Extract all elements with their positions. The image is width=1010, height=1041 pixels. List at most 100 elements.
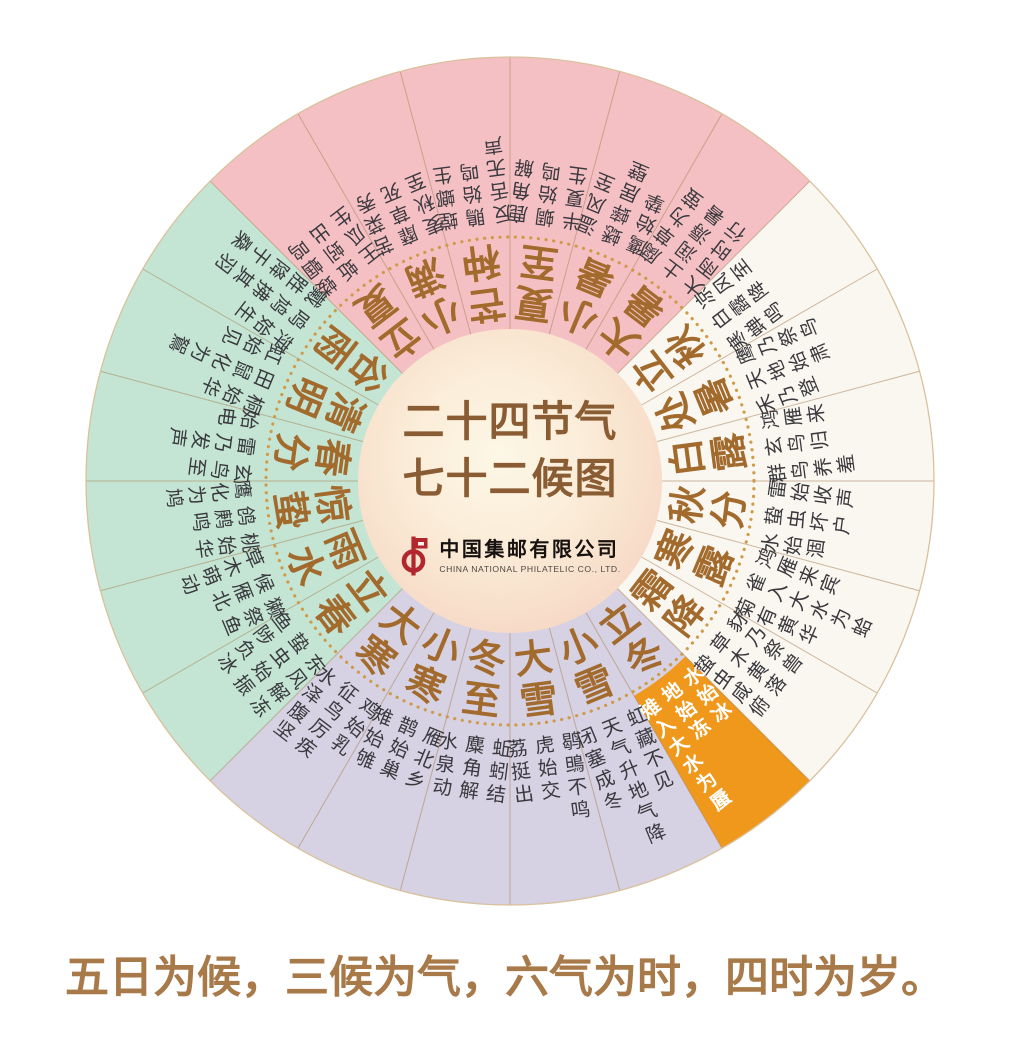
term-char-芒种: 种	[459, 238, 502, 285]
pentad-char: 蛰	[763, 505, 787, 527]
term-char-春分: 春	[308, 436, 355, 479]
pentad-char: 蚯	[491, 737, 513, 761]
pentad-char: 鸣	[570, 798, 592, 822]
pentad-char: 羞	[834, 453, 858, 475]
pentad-char: 舌	[488, 178, 510, 202]
sector-line	[297, 113, 435, 350]
pentad-char: 始	[214, 535, 238, 557]
pentad-char: 鸟	[789, 459, 813, 481]
pentad-玄鸟至: 玄鸟至	[184, 456, 254, 484]
sector-line	[641, 268, 878, 406]
pentad-蛰虫坏户: 蛰虫坏户	[763, 505, 856, 536]
pentad-char: 鸣	[540, 158, 562, 182]
term-char-秋分: 分	[707, 488, 754, 531]
pentad-鵙始鸣: 鵙始鸣	[458, 158, 486, 228]
pentad-char: 出	[513, 783, 535, 807]
pentad-char: 生	[431, 162, 453, 186]
pentad-char: 鹖	[561, 730, 583, 754]
pentad-char: 始	[537, 181, 559, 205]
center-disc	[358, 329, 662, 633]
pentad-char: 角	[461, 756, 483, 780]
pentad-char: 解	[513, 155, 535, 179]
sector-白露: 白露鸿雁来玄鸟归群鸟养羞	[665, 402, 859, 484]
pentad-char: 鵙	[464, 204, 486, 228]
pentad-char: 玄	[763, 435, 787, 457]
term-char-春分: 分	[267, 430, 314, 473]
pentad-char: 螳	[437, 208, 459, 232]
term-char-惊蛰: 惊	[308, 483, 355, 526]
pentad-群鸟养羞: 群鸟养羞	[766, 453, 859, 484]
pentad-荔挺出: 荔挺出	[507, 737, 535, 807]
pentad-char: 户	[831, 514, 855, 536]
pentad-char: 坏	[808, 511, 832, 533]
pentad-char: 半	[561, 208, 583, 232]
pentad-水泉动: 水泉动	[431, 730, 459, 800]
pentad-char: 声	[834, 487, 858, 509]
pentad-char: 归	[808, 429, 832, 451]
term-char-夏至: 夏	[511, 279, 555, 326]
pentad-char: 声	[165, 426, 189, 448]
pentad-char: 水	[437, 730, 459, 754]
pentad-char: 解	[458, 779, 480, 803]
pentad-char: 无	[485, 155, 507, 178]
pentad-char: 涸	[805, 538, 829, 560]
pentad-char: 生	[567, 162, 589, 186]
pentad-char: 声	[482, 132, 504, 156]
term-char-惊蛰: 蛰	[267, 488, 314, 531]
pentad-char: 始	[537, 756, 559, 780]
pentad-char: 始	[782, 535, 806, 557]
pentad-鸧鹒鸣: 鸧鹒鸣	[187, 505, 257, 533]
pentad-char: 鹒	[210, 508, 234, 530]
pentad-char: 泉	[434, 753, 456, 777]
pentad-char: 鹿	[507, 201, 529, 225]
sector-秋分: 秋分雷始收声蛰虫坏户水始涸	[665, 478, 859, 560]
term-char-夏至: 至	[517, 238, 560, 285]
sector-line	[297, 612, 435, 849]
pentad-char: 不	[567, 777, 589, 800]
pentad-char: 化	[207, 481, 231, 503]
term-char-白露: 露	[707, 429, 754, 473]
sector-line	[548, 627, 621, 891]
highlight-wedge-立冬	[634, 656, 810, 849]
pentad-char: 乃	[210, 432, 233, 454]
pentad-蚯蚓结: 蚯蚓结	[485, 737, 513, 807]
pentad-蜩始鸣: 蜩始鸣	[534, 158, 562, 228]
pentad-char: 鸧	[233, 505, 257, 527]
dotted-ring	[264, 235, 756, 727]
pentad-char: 收	[812, 484, 836, 506]
pentad-螳螂生: 螳螂生	[431, 162, 459, 232]
pentad-char: 蜩	[534, 204, 556, 228]
sector-line	[617, 180, 811, 374]
pentad-char: 至	[184, 456, 207, 478]
sector-line	[142, 268, 379, 406]
pentad-char: 为	[184, 484, 208, 506]
pentad-char: 鸣	[187, 511, 211, 533]
pentad-char: 始	[461, 181, 483, 205]
pentad-char: 鸟	[785, 432, 809, 454]
pentad-char: 蚓	[488, 760, 510, 784]
pentad-char: 养	[812, 456, 836, 478]
pentad-char: 雁	[783, 405, 806, 427]
pentad-char: 挺	[510, 760, 532, 784]
sector-line	[100, 519, 364, 592]
pentad-char: 始	[237, 408, 261, 430]
sector-line	[656, 370, 920, 443]
pentad-桃始华: 桃始华	[191, 532, 261, 560]
term-char-大雪: 大	[512, 636, 555, 683]
pentad-char: 虎	[534, 734, 556, 758]
pentad-char: 反	[491, 201, 513, 225]
pentad-虎始交: 虎始交	[534, 734, 562, 804]
pentad-char: 华	[191, 538, 215, 560]
sector-line	[209, 180, 403, 374]
sector-line	[399, 71, 472, 335]
pentad-char: 荔	[507, 737, 529, 761]
sector-line	[641, 556, 878, 694]
